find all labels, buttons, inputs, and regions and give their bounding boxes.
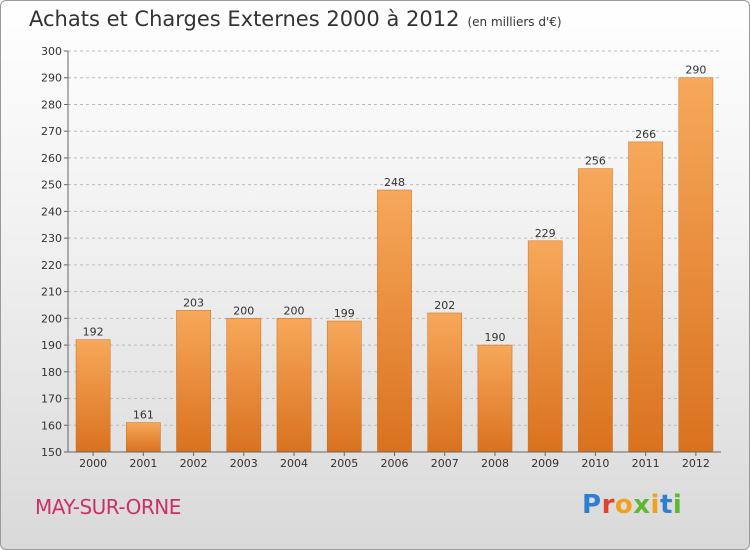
chart-title: Achats et Charges Externes 2000 à 2012 (e… [29,7,562,31]
chart-subtitle: (en milliers d'€) [467,15,562,29]
bar-value-label: 203 [183,296,204,309]
bar-value-label: 248 [384,176,405,189]
x-tick-label: 2002 [180,457,208,470]
x-tick-label: 2010 [581,457,609,470]
x-tick-label: 2011 [632,457,660,470]
bar [377,189,412,453]
axes: 150 160 170 180 190 200 210 220 230 240 250 260 270 2… [41,45,721,470]
value-labels: 192 161 203 200 200 199 248 202 190 229 256 266 290 [83,64,707,422]
bar [628,141,663,453]
y-tick-label: 300 [41,45,62,58]
x-tick-label: 2006 [381,457,409,470]
y-tick-label: 240 [41,205,62,218]
bar [126,422,161,453]
y-tick-label: 190 [41,339,62,352]
y-tick-label: 270 [41,125,62,138]
y-tick-label: 230 [41,232,62,245]
x-tick-label: 2001 [129,457,157,470]
bars [75,77,714,453]
y-tick-label: 210 [41,286,62,299]
commune-name: MAY-SUR-ORNE [35,495,181,519]
brand-letter: P [582,490,602,520]
bar [527,240,563,453]
y-tick-label: 180 [41,366,62,379]
brand-letter: i [672,490,683,520]
x-tick-label: 2009 [531,457,559,470]
bar [176,310,211,453]
y-tick-label: 290 [41,72,62,85]
brand-letter: x [633,490,651,520]
brand-letter: o [614,490,634,520]
x-tick-label: 2005 [330,457,358,470]
bar [276,318,312,453]
x-tick-label: 2007 [431,457,459,470]
y-tick-label: 220 [41,259,62,272]
y-tick-label: 150 [41,446,62,459]
chart-title-text: Achats et Charges Externes 2000 à 2012 [29,7,460,31]
bar-value-label: 256 [585,155,606,168]
bar-value-label: 266 [635,128,656,141]
bar-value-label: 290 [685,64,706,77]
brand-letter: r [601,490,615,520]
y-tick-label: 160 [41,419,62,432]
bar [477,344,513,453]
y-tick-label: 280 [41,98,62,111]
brand-letter: i [650,490,660,520]
x-tick-label: 2003 [230,457,258,470]
bar [427,312,463,453]
bar [226,318,262,453]
bar-value-label: 200 [284,304,305,317]
y-tick-label: 200 [41,312,62,325]
bar-value-label: 192 [83,326,104,339]
y-tick-label: 170 [41,393,62,406]
bar-value-label: 229 [535,227,556,240]
x-tick-label: 2000 [79,457,107,470]
x-tick-label: 2012 [682,457,710,470]
x-tick-label: 2008 [481,457,509,470]
y-tick-label: 250 [41,179,62,192]
bar [326,320,362,453]
bar-value-label: 202 [434,299,455,312]
y-tick-label: 260 [41,152,62,165]
proxiti-logo: Proxiti [582,490,682,520]
bar-value-label: 200 [233,304,254,317]
bar [75,339,111,453]
bar-value-label: 161 [133,409,154,422]
brand-letter: t [659,490,673,520]
x-tick-label: 2004 [280,457,308,470]
bar [578,168,613,453]
bar-value-label: 199 [334,307,355,320]
bar-value-label: 190 [484,331,505,344]
bar [678,77,714,453]
